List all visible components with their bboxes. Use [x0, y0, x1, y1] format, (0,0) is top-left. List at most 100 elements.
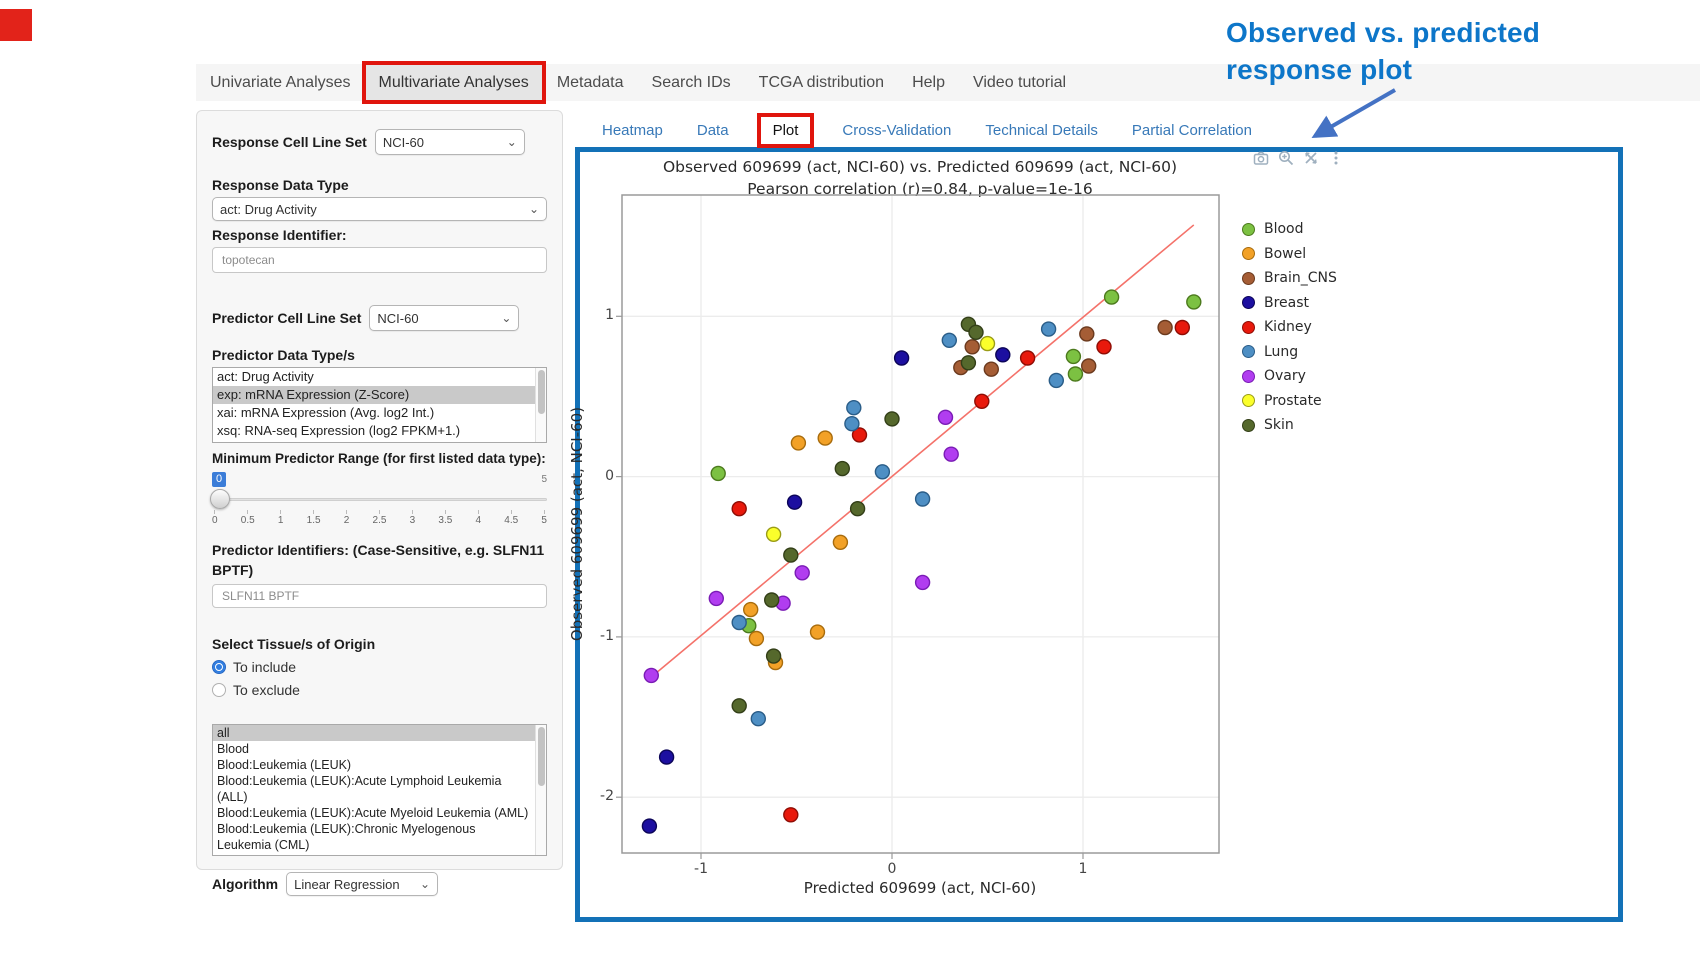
list-option[interactable]: act: Drug Activity [217, 369, 314, 384]
predictor-cell-line-set-select[interactable]: NCI-60 ⌄ [369, 305, 520, 331]
slider-tick-label: 2.5 [372, 515, 387, 526]
response-cell-line-set-label: Response Cell Line Set [212, 134, 367, 150]
tissue-listbox[interactable]: all Blood Blood:Leukemia (LEUK) Blood:Leuke… [212, 724, 547, 856]
algorithm-select[interactable]: Linear Regression ⌄ [286, 872, 439, 896]
data-point-brain_cns [1081, 358, 1097, 374]
plot-border [621, 194, 1220, 854]
list-option[interactable]: all [213, 725, 546, 741]
legend-item-breast[interactable]: Breast [1242, 291, 1337, 316]
slider-tick-label: 1 [277, 515, 284, 526]
slider-tick-label: 5 [541, 515, 547, 526]
listbox-scrollbar[interactable] [535, 368, 546, 442]
data-point-blood [1186, 294, 1202, 310]
top-navigation: Univariate Analyses Multivariate Analyses… [196, 61, 1700, 104]
nav-item-multivariate-analyses[interactable]: Multivariate Analyses [361, 61, 546, 104]
more-icon[interactable] [1328, 150, 1344, 166]
predictor-data-types-label: Predictor Data Type/s [212, 347, 355, 363]
data-point-bowel [817, 430, 833, 446]
chevron-down-icon: ⌄ [420, 877, 431, 891]
tab-cross-validation[interactable]: Cross-Validation [842, 122, 952, 139]
list-option[interactable]: xai: mRNA Expression (Avg. log2 Int.) [217, 405, 435, 420]
tab-partial-correlation[interactable]: Partial Correlation [1131, 122, 1252, 139]
list-option[interactable]: Blood:Leukemia (LEUK):Acute Myeloid Leuk… [217, 806, 529, 820]
slider-tick-mark [543, 510, 545, 514]
legend-label: Brain_CNS [1264, 270, 1337, 287]
legend-label: Skin [1264, 417, 1294, 434]
data-point-lung [846, 399, 862, 416]
chart-title-line1: Observed 609699 (act, NCI-60) vs. Predic… [662, 158, 1178, 176]
data-point-bowel [832, 534, 849, 550]
slider-tick-mark [313, 510, 315, 514]
nav-item-tcga-distribution[interactable]: TCGA distribution [758, 73, 885, 91]
plotly-modebar [1253, 150, 1344, 166]
min-predictor-range-slider[interactable] [210, 489, 547, 509]
tab-heatmap[interactable]: Heatmap [602, 122, 663, 139]
tab-data[interactable]: Data [696, 122, 729, 139]
data-point-lung [914, 491, 931, 507]
list-option[interactable]: Blood:Leukemia (LEUK):Chronic Myelogenou… [217, 822, 476, 852]
legend-item-blood[interactable]: Blood [1242, 217, 1337, 242]
list-option[interactable]: Blood:Leukemia (LEUK):Acute Lymphoid Leu… [217, 774, 502, 804]
camera-icon[interactable] [1253, 150, 1269, 166]
response-data-type-select[interactable]: act: Drug Activity ⌄ [212, 197, 547, 221]
chevron-down-icon: ⌄ [506, 135, 517, 149]
legend-item-prostate[interactable]: Prostate [1242, 389, 1337, 414]
data-point-kidney [1019, 350, 1036, 366]
data-point-lung [844, 415, 860, 432]
data-point-prostate [979, 335, 996, 352]
tissue-origin-radios: To include To exclude [212, 659, 547, 698]
tab-plot[interactable]: Plot [756, 113, 815, 148]
algorithm-label: Algorithm [212, 876, 279, 892]
legend-dot-icon [1242, 271, 1255, 285]
list-option[interactable]: Blood [217, 742, 249, 756]
nav-item-metadata[interactable]: Metadata [556, 73, 624, 91]
response-cell-line-set-select[interactable]: NCI-60 ⌄ [374, 129, 525, 155]
radio-to-exclude[interactable]: To exclude [212, 682, 547, 698]
slider-tick: 0.5 [241, 510, 255, 526]
legend-label: Breast [1264, 294, 1310, 311]
chevron-down-icon: ⌄ [528, 202, 539, 216]
predictor-data-types-listbox[interactable]: act: Drug Activity exp: mRNA Expression (… [212, 367, 547, 443]
legend-label: Kidney [1264, 319, 1312, 336]
nav-item-search-ids[interactable]: Search IDs [651, 73, 731, 91]
legend-item-ovary[interactable]: Ovary [1242, 364, 1337, 389]
predictor-cell-line-set-label: Predictor Cell Line Set [212, 310, 362, 326]
slider-tick-mark [214, 510, 216, 514]
slider-tick-mark [378, 510, 380, 514]
response-cell-line-set-value: NCI-60 [382, 134, 425, 150]
radio-to-include[interactable]: To include [212, 659, 547, 675]
data-point-lung [874, 464, 891, 480]
list-option[interactable]: exp: mRNA Expression (Z-Score) [213, 386, 546, 404]
listbox-scrollbar[interactable] [535, 725, 546, 855]
nav-item-help[interactable]: Help [912, 73, 945, 91]
data-point-ovary [914, 574, 931, 591]
scrollbar-thumb[interactable] [538, 370, 545, 415]
legend-item-lung[interactable]: Lung [1242, 340, 1337, 365]
nav-item-video-tutorial[interactable]: Video tutorial [972, 73, 1067, 91]
response-identifier-input[interactable] [212, 247, 547, 273]
list-option[interactable]: Blood:Leukemia (LEUK) [217, 758, 352, 772]
legend-item-skin[interactable]: Skin [1242, 413, 1337, 438]
pan-icon[interactable] [1303, 150, 1319, 166]
slider-track-bar[interactable] [212, 498, 547, 501]
tab-technical-details[interactable]: Technical Details [985, 122, 1098, 139]
list-option[interactable]: xsq: RNA-seq Expression (log2 FPKM+1.) [217, 423, 461, 438]
data-point-breast [641, 818, 658, 834]
legend-dot-icon [1242, 394, 1255, 408]
nav-item-univariate-analyses[interactable]: Univariate Analyses [210, 73, 351, 91]
legend-dot-icon [1242, 247, 1255, 261]
radio-label: To include [233, 659, 297, 675]
zoom-icon[interactable] [1278, 150, 1294, 166]
legend-item-brain_cns[interactable]: Brain_CNS [1242, 266, 1337, 291]
slider-handle[interactable] [210, 489, 230, 509]
annotation-line1: Observed vs. predicted [1226, 17, 1541, 48]
predictor-identifiers-input[interactable] [212, 584, 547, 608]
scrollbar-thumb[interactable] [538, 727, 545, 786]
data-point-skin [960, 355, 977, 371]
annotation-text: Observed vs. predicted response plot [1226, 14, 1540, 88]
legend-item-kidney[interactable]: Kidney [1242, 315, 1337, 340]
scatter-plot [616, 194, 1220, 859]
slider-tick-mark [247, 510, 249, 514]
legend-item-bowel[interactable]: Bowel [1242, 242, 1337, 267]
data-point-ovary [794, 565, 810, 581]
